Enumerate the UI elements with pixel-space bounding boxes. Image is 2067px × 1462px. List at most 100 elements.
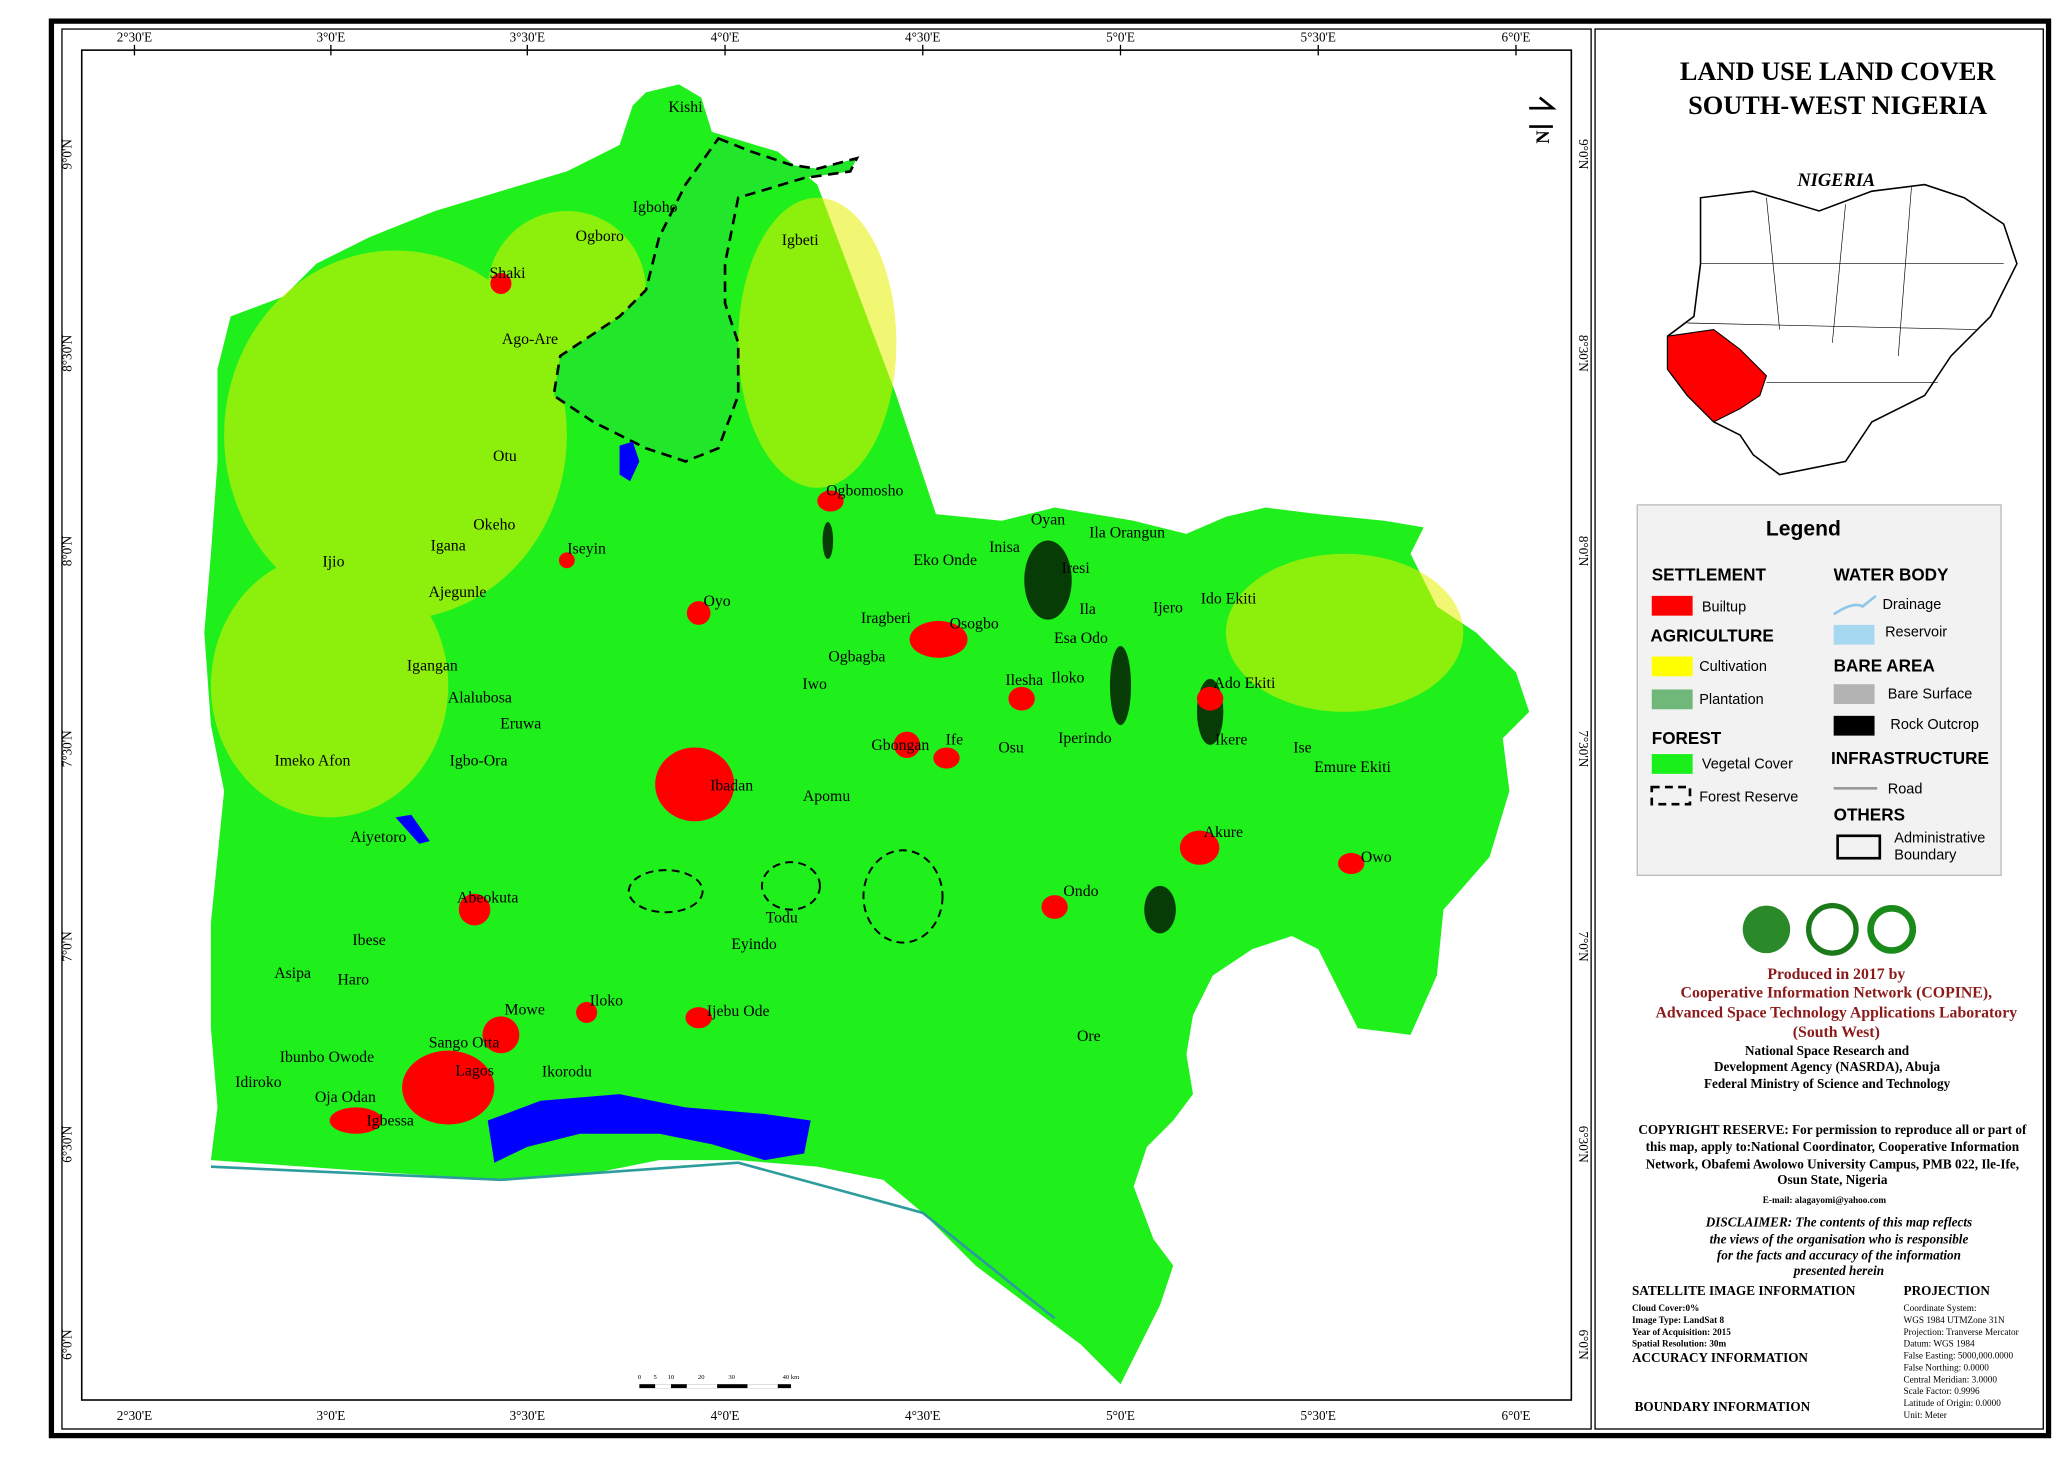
legend-label: Boundary — [1894, 847, 1957, 863]
legend-heading: BARE AREA — [1834, 656, 1935, 676]
builtup — [655, 747, 735, 822]
place-label: Eruwa — [500, 716, 541, 733]
legend-label: Builtup — [1702, 600, 1746, 616]
longitude-label: 3°0'E — [316, 1408, 345, 1423]
rock-outcrop — [822, 522, 834, 559]
longitude-label: 4°0'E — [711, 1408, 740, 1423]
place-label: Idiroko — [235, 1074, 282, 1091]
forest-reserve — [862, 849, 944, 944]
place-label: Ibunbo Owode — [280, 1049, 374, 1066]
place-label: Mowe — [504, 1002, 544, 1019]
legend-heading: SETTLEMENT — [1652, 565, 1767, 585]
place-label: Ila — [1079, 601, 1096, 618]
info-heading: SATELLITE IMAGE INFORMATION — [1632, 1283, 1856, 1298]
copyright-line: Osun State, Nigeria — [1777, 1172, 1888, 1187]
builtup — [817, 490, 844, 512]
latitude-label: 6°0'N — [1576, 1329, 1591, 1360]
legend-label: Plantation — [1699, 692, 1763, 708]
copyright-line: Network, Obafemi Awolowo University Camp… — [1646, 1156, 2019, 1171]
builtup — [685, 1007, 712, 1029]
legend-label: Reservoir — [1885, 625, 1947, 641]
legend-swatch — [1650, 785, 1692, 806]
place-label: Esa Odo — [1054, 630, 1108, 647]
info-heading: PROJECTION — [1904, 1283, 1991, 1298]
cultivation-patch — [738, 197, 897, 488]
longitude-label: 5°30'E — [1301, 29, 1336, 44]
place-label: Oja Odan — [315, 1089, 376, 1106]
place-label: Emure Ekiti — [1314, 759, 1391, 776]
legend-swatch — [1833, 624, 1875, 645]
legend-label: Bare Surface — [1888, 687, 1973, 703]
credit-line: (South West) — [1793, 1024, 1880, 1041]
builtup — [490, 272, 512, 295]
projection-line: Datum: WGS 1984 — [1904, 1339, 1975, 1349]
legend-label: Road — [1888, 781, 1923, 797]
place-label: Otu — [493, 448, 517, 465]
forest-reserve — [627, 869, 704, 914]
credit-line: Produced in 2017 by — [1767, 966, 1905, 983]
place-label: Lagos — [455, 1062, 494, 1079]
latitude-label: 7°30'N — [60, 730, 75, 767]
rock-outcrop — [1144, 885, 1176, 934]
projection-line: Coordinate System: — [1904, 1303, 1977, 1313]
legend-swatch — [1833, 715, 1875, 736]
place-label: Ado Ekiti — [1213, 675, 1275, 692]
cultivation-patch — [224, 250, 567, 620]
place-label: Ijio — [323, 554, 345, 571]
place-label: Ibese — [352, 932, 385, 949]
place-label: Owo — [1361, 849, 1392, 866]
reservoir — [619, 441, 640, 482]
builtup-areas — [329, 272, 1365, 1134]
rock-outcrop — [1024, 540, 1072, 620]
latitude-label: 7°30'N — [1576, 730, 1591, 767]
legend-box — [1636, 504, 2002, 877]
latitude-label: 8°30'N — [1576, 335, 1591, 372]
logo-nasrda — [1805, 903, 1859, 956]
place-label: Apomu — [803, 788, 850, 805]
place-label: Haro — [337, 971, 369, 988]
info-heading: BOUNDARY INFORMATION — [1635, 1399, 1811, 1414]
agency-line: National Space Research and — [1745, 1043, 1910, 1058]
info-line: Year of Acquisition: 2015 — [1632, 1327, 1731, 1337]
scale-label: 40 km — [783, 1374, 801, 1381]
builtup — [576, 1001, 598, 1023]
title: SOUTH-WEST NIGERIA — [1688, 91, 1987, 120]
reservoir — [395, 814, 430, 844]
scale-label: 30 — [728, 1374, 735, 1381]
info-heading: ACCURACY INFORMATION — [1632, 1350, 1808, 1365]
place-label: Asipa — [274, 965, 311, 982]
place-label: Ijero — [1153, 600, 1183, 617]
email: E-mail: alagayomi@yahoo.com — [1763, 1195, 1887, 1205]
legend-label: Drainage — [1882, 597, 1941, 613]
inset-label: NIGERIA — [1796, 170, 1875, 190]
longitude-label: 4°0'E — [711, 29, 740, 44]
builtup — [402, 1050, 495, 1125]
projection-line: Unit: Meter — [1904, 1410, 1947, 1420]
disclaimer-line: presented herein — [1793, 1263, 1884, 1278]
copyright-line: this map, apply to:National Coordinator,… — [1646, 1139, 2020, 1154]
scale-bar-segment — [747, 1384, 778, 1389]
legend-swatch — [1651, 754, 1693, 774]
logos — [1742, 903, 1917, 956]
place-label: Igangan — [407, 658, 458, 675]
place-label: Ise — [1293, 739, 1311, 756]
place-label: Ijebu Ode — [707, 1003, 770, 1020]
forest-reserve — [552, 136, 860, 463]
projection-line: False Northing: 0.0000 — [1904, 1362, 1990, 1372]
cultivation-areas — [210, 197, 1464, 818]
cultivation-patch — [210, 553, 449, 818]
longitude-label: 4°30'E — [905, 1408, 940, 1423]
disclaimer-line: DISCLAIMER: The contents of this map ref… — [1705, 1214, 1972, 1229]
latitude-label: 6°30'N — [60, 1125, 75, 1162]
legend-title: Legend — [1766, 518, 1841, 541]
builtup — [1196, 686, 1224, 711]
lagoon — [487, 1094, 811, 1163]
info-line: Cloud Cover:0% — [1632, 1303, 1699, 1313]
legend-label: Administrative — [1894, 830, 1985, 846]
info-line: Spatial Resolution: 30m — [1632, 1339, 1727, 1349]
place-label: Eko Onde — [913, 552, 977, 569]
agency-line: Development Agency (NASRDA), Abuja — [1714, 1059, 1941, 1074]
latitude-label: 8°30'N — [60, 334, 75, 371]
copyright-line: COPYRIGHT RESERVE: For permission to rep… — [1638, 1122, 2027, 1137]
